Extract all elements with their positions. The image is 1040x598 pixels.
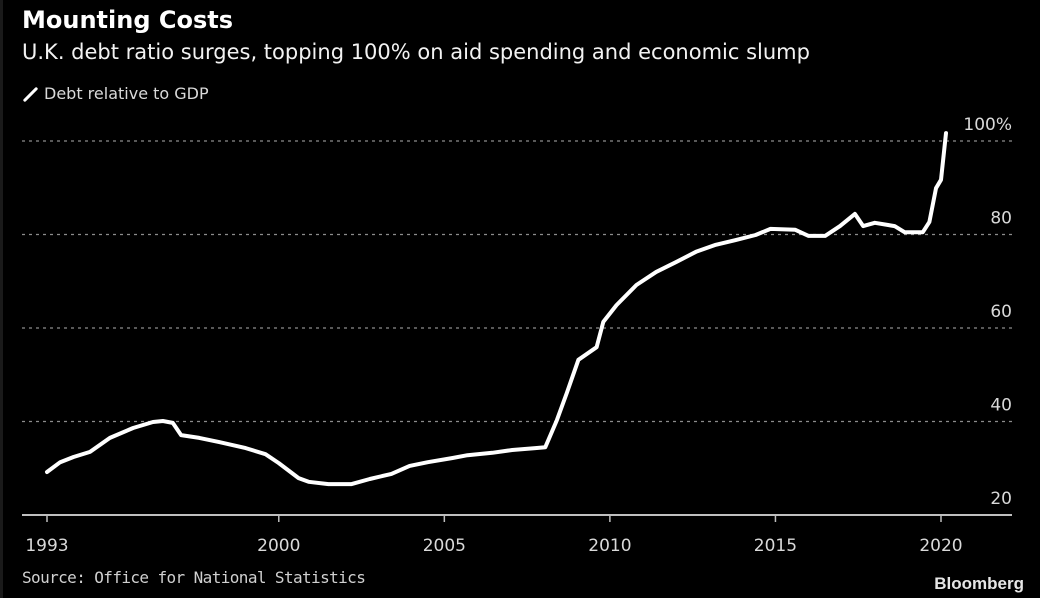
chart-title: Mounting Costs bbox=[22, 6, 234, 34]
bloomberg-logo: Bloomberg bbox=[934, 574, 1024, 593]
data-point bbox=[556, 420, 557, 421]
data-point bbox=[60, 462, 61, 463]
x-tick-label: 1993 bbox=[25, 536, 68, 556]
data-point bbox=[825, 235, 826, 236]
data-point bbox=[245, 448, 246, 449]
y-tick-label: 40 bbox=[990, 396, 1012, 416]
series-layer bbox=[45, 131, 948, 487]
data-point bbox=[47, 472, 48, 473]
data-point bbox=[566, 393, 567, 394]
data-point bbox=[545, 447, 546, 448]
data-point bbox=[265, 454, 266, 455]
data-point bbox=[109, 437, 110, 438]
y-tick-label: 20 bbox=[990, 489, 1012, 509]
data-point bbox=[755, 235, 756, 236]
data-point bbox=[409, 465, 410, 466]
data-point bbox=[278, 463, 279, 464]
data-point bbox=[941, 179, 942, 180]
gridlines bbox=[22, 140, 1012, 423]
data-point bbox=[603, 321, 604, 322]
legend: Debt relative to GDP bbox=[22, 84, 209, 103]
data-point bbox=[936, 188, 937, 189]
data-point bbox=[219, 442, 220, 443]
data-point bbox=[369, 479, 370, 480]
data-point bbox=[452, 458, 453, 459]
y-tick-label: 80 bbox=[990, 209, 1012, 229]
data-point bbox=[874, 222, 875, 223]
data-point bbox=[351, 484, 352, 485]
left-edge-border bbox=[0, 0, 3, 598]
data-point bbox=[904, 232, 905, 233]
x-axis: 1993 2000 2005 2010 2015 2020 bbox=[22, 514, 1012, 556]
source-note: Source: Office for National Statistics bbox=[22, 568, 366, 587]
data-point bbox=[133, 428, 134, 429]
data-point bbox=[770, 228, 771, 229]
y-tick-labels: 20 40 60 80 100% bbox=[963, 115, 1012, 509]
data-point bbox=[512, 450, 513, 451]
data-point bbox=[153, 422, 154, 423]
legend-label: Debt relative to GDP bbox=[44, 84, 209, 103]
data-point bbox=[492, 452, 493, 453]
data-point bbox=[427, 462, 428, 463]
data-point bbox=[616, 305, 617, 306]
data-point bbox=[181, 435, 182, 436]
x-tick-label: 2015 bbox=[754, 536, 797, 556]
data-point bbox=[656, 271, 657, 272]
chart-subtitle: U.K. debt ratio surges, topping 100% on … bbox=[22, 40, 810, 64]
data-point bbox=[578, 359, 579, 360]
data-point bbox=[298, 478, 299, 479]
data-point bbox=[596, 347, 597, 348]
data-point bbox=[929, 221, 930, 222]
data-point bbox=[922, 232, 923, 233]
x-tick-label: 2000 bbox=[257, 536, 300, 556]
data-point bbox=[894, 226, 895, 227]
data-point bbox=[535, 448, 536, 449]
x-tick-label: 2010 bbox=[588, 536, 631, 556]
data-point bbox=[328, 484, 329, 485]
data-point bbox=[946, 133, 947, 134]
x-tick-label: 2020 bbox=[919, 536, 962, 556]
data-point bbox=[696, 251, 697, 252]
series-line-debt-to-gdp bbox=[45, 131, 948, 487]
y-tick-label: 100% bbox=[963, 115, 1012, 135]
data-point bbox=[308, 481, 309, 482]
data-point bbox=[854, 213, 855, 214]
data-point bbox=[715, 244, 716, 245]
data-point bbox=[73, 457, 74, 458]
data-point bbox=[676, 262, 677, 263]
data-point bbox=[795, 229, 796, 230]
data-point bbox=[172, 422, 173, 423]
data-point bbox=[391, 473, 392, 474]
y-tick-label: 60 bbox=[990, 302, 1012, 322]
data-point bbox=[840, 226, 841, 227]
data-point bbox=[863, 226, 864, 227]
data-point bbox=[199, 437, 200, 438]
data-point bbox=[735, 240, 736, 241]
x-tick-label: 2005 bbox=[423, 536, 466, 556]
data-point bbox=[467, 455, 468, 456]
data-point bbox=[636, 285, 637, 286]
data-point bbox=[162, 421, 163, 422]
data-point bbox=[90, 451, 91, 452]
data-point bbox=[808, 235, 809, 236]
